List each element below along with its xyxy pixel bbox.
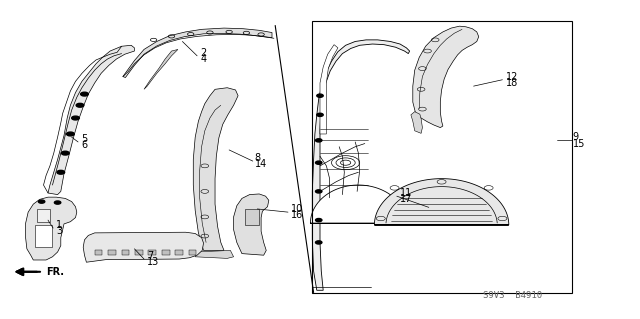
Polygon shape (312, 40, 410, 290)
Polygon shape (123, 28, 272, 78)
Circle shape (54, 201, 61, 204)
Circle shape (38, 200, 45, 203)
Circle shape (317, 113, 323, 116)
Polygon shape (234, 194, 269, 255)
Polygon shape (83, 232, 204, 262)
Text: 11: 11 (400, 188, 412, 198)
Polygon shape (37, 209, 50, 222)
Circle shape (317, 94, 323, 97)
Text: 3: 3 (56, 226, 63, 236)
Text: 18: 18 (506, 78, 518, 88)
Polygon shape (189, 250, 196, 255)
Polygon shape (95, 250, 102, 255)
Text: 4: 4 (200, 54, 207, 64)
Text: 1: 1 (56, 220, 63, 230)
Polygon shape (148, 250, 156, 255)
Polygon shape (26, 197, 77, 260)
Polygon shape (175, 250, 183, 255)
Text: 15: 15 (573, 138, 585, 149)
Circle shape (61, 151, 69, 155)
Circle shape (76, 103, 84, 107)
Circle shape (67, 132, 74, 136)
Text: 14: 14 (255, 159, 267, 169)
Text: 16: 16 (291, 210, 303, 220)
Polygon shape (411, 112, 422, 133)
Circle shape (316, 161, 322, 164)
Polygon shape (413, 26, 479, 128)
Text: 2: 2 (200, 48, 207, 58)
Circle shape (316, 219, 322, 222)
Text: 8: 8 (255, 153, 261, 163)
Text: 9: 9 (573, 132, 579, 142)
Text: 7: 7 (147, 251, 154, 261)
Polygon shape (135, 250, 143, 255)
Polygon shape (162, 250, 170, 255)
Circle shape (72, 116, 79, 120)
Circle shape (316, 241, 322, 244)
Circle shape (81, 92, 88, 96)
Circle shape (57, 170, 65, 174)
Polygon shape (35, 225, 52, 247)
Circle shape (316, 190, 322, 193)
Polygon shape (122, 250, 129, 255)
Text: FR.: FR. (46, 267, 64, 277)
Text: 12: 12 (506, 71, 518, 82)
Polygon shape (48, 45, 134, 195)
Text: 17: 17 (400, 194, 412, 204)
Polygon shape (374, 179, 509, 225)
Text: S9V3  B4910: S9V3 B4910 (483, 291, 542, 300)
Polygon shape (310, 185, 406, 223)
Text: 13: 13 (147, 257, 159, 267)
Text: 6: 6 (81, 140, 88, 150)
Polygon shape (108, 250, 116, 255)
Text: 10: 10 (291, 204, 303, 214)
Polygon shape (193, 88, 238, 250)
Polygon shape (245, 209, 259, 225)
Polygon shape (195, 250, 234, 258)
Circle shape (316, 139, 322, 142)
Text: 5: 5 (81, 134, 88, 144)
Polygon shape (320, 45, 338, 134)
Bar (312, 21, 572, 293)
Polygon shape (144, 49, 178, 89)
